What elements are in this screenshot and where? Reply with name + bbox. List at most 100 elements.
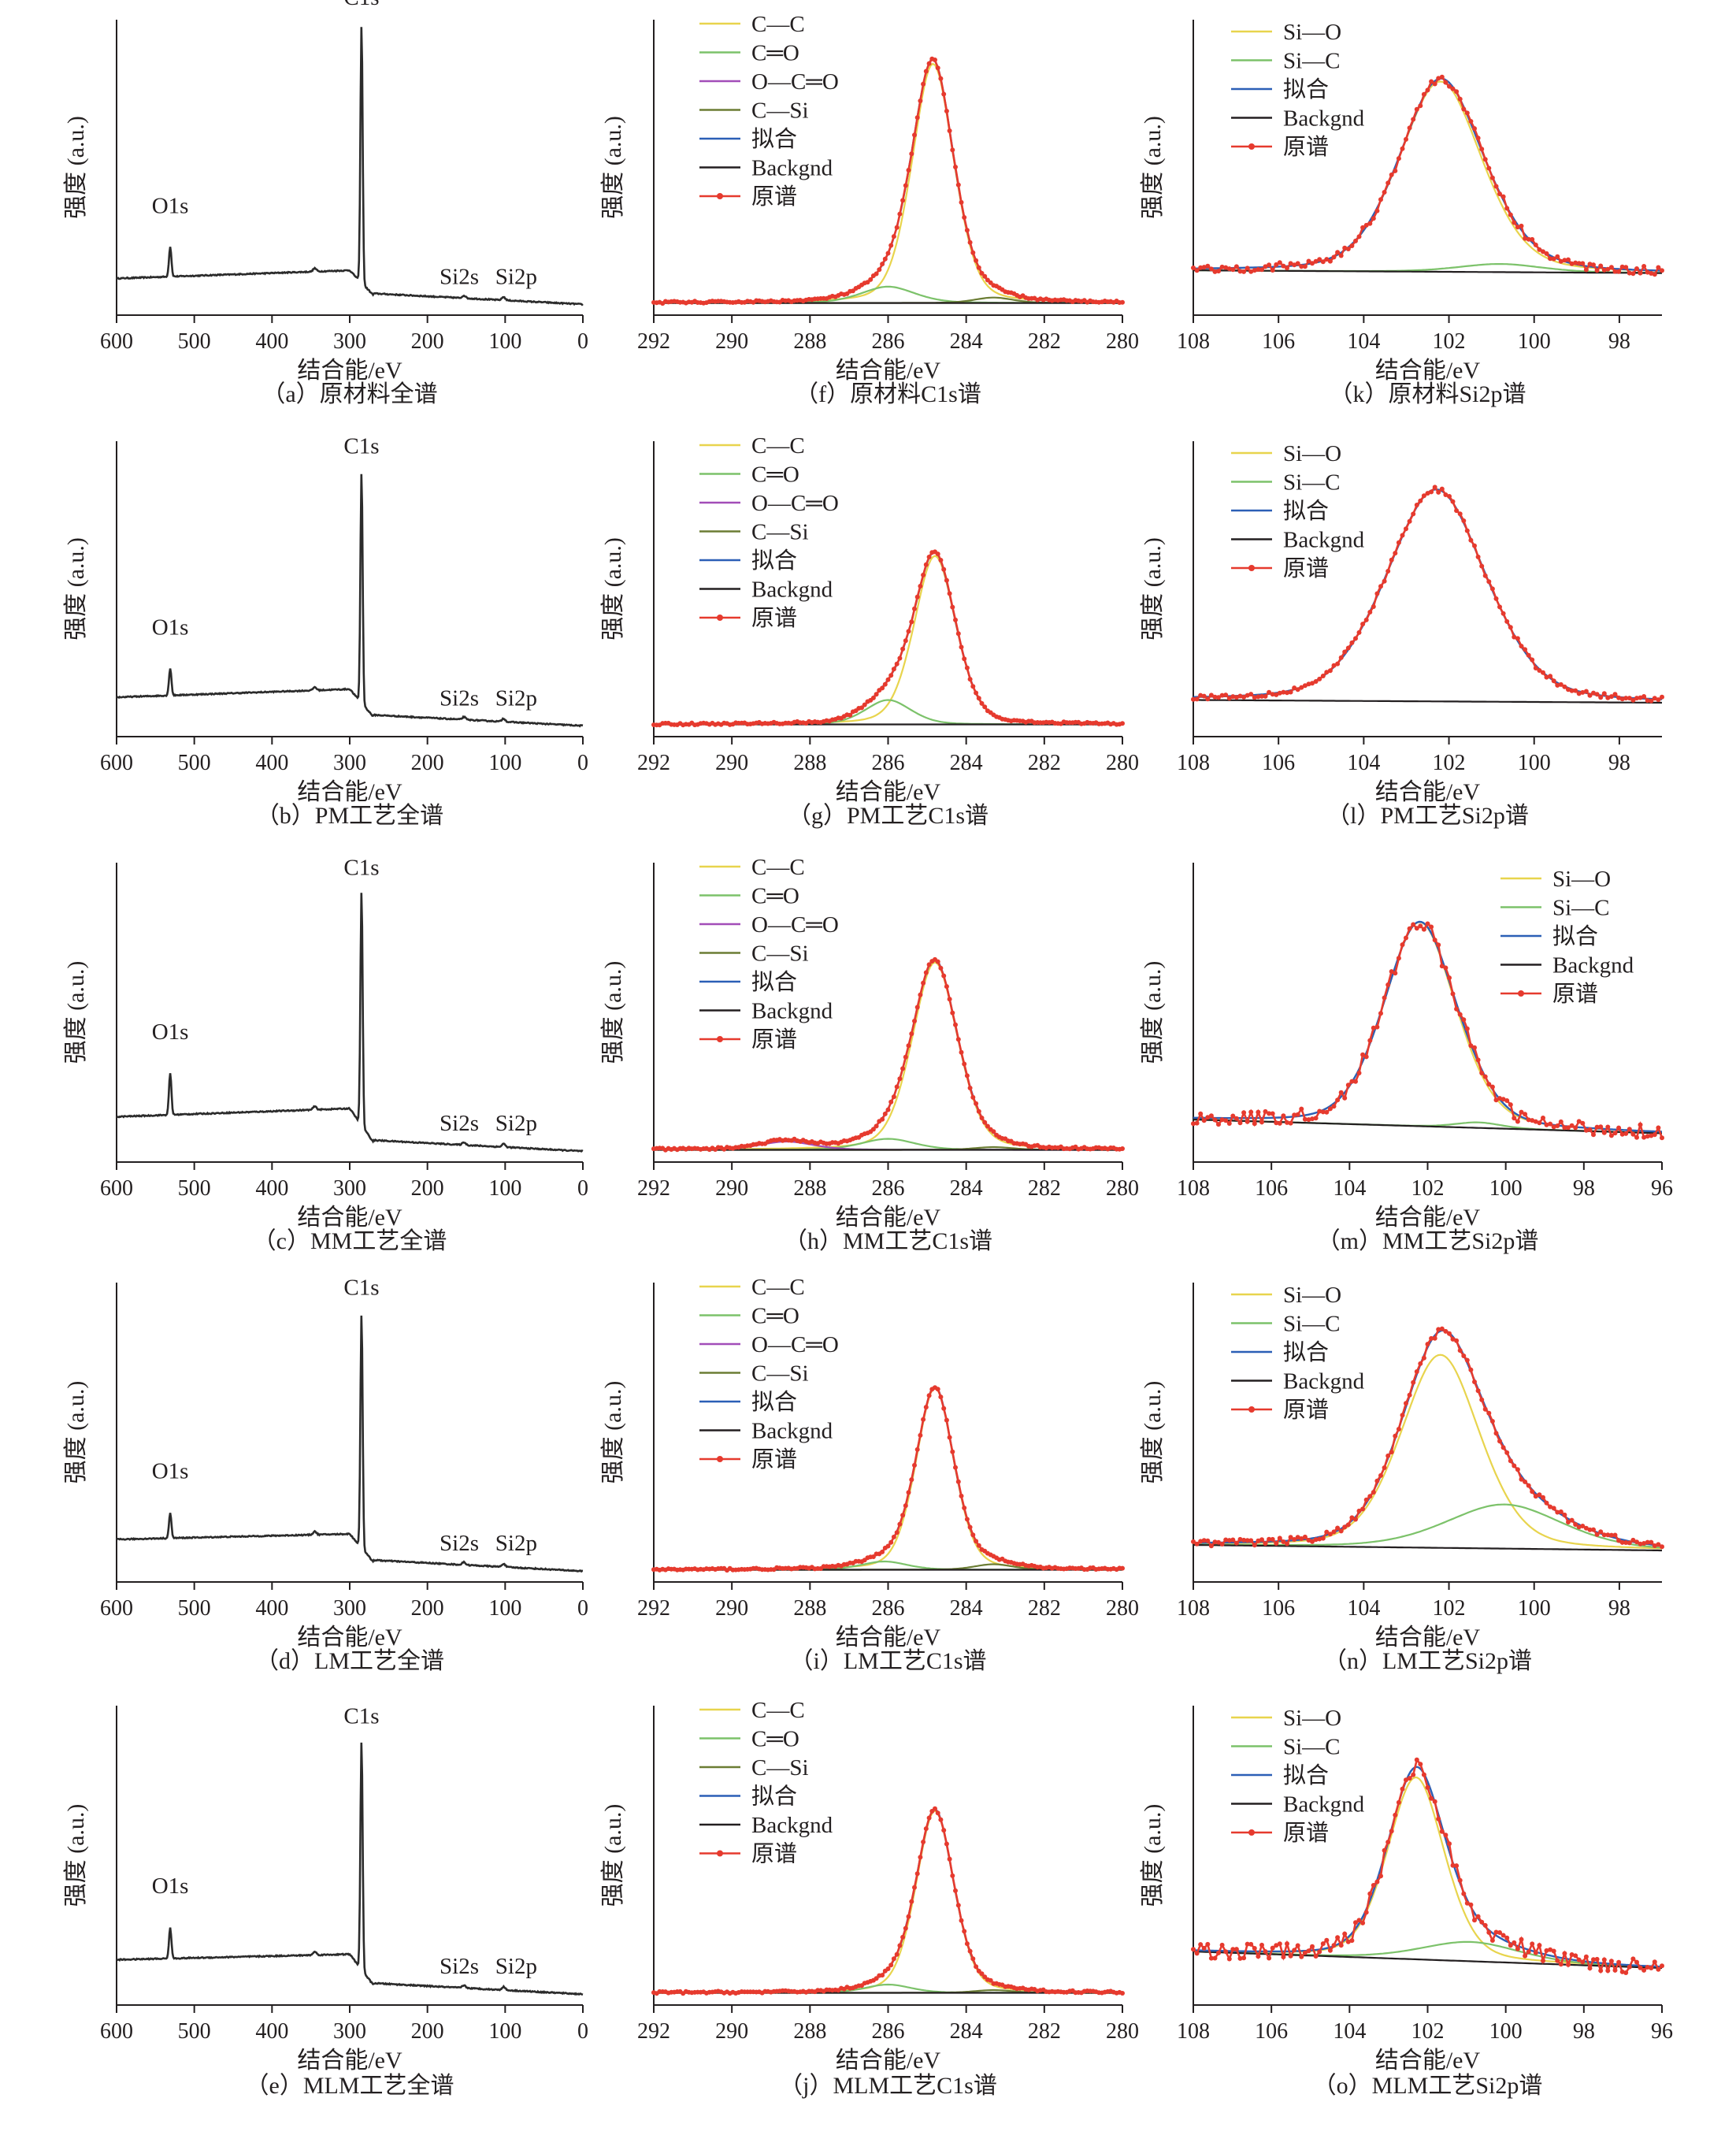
x-axis-label: 结合能/eV — [836, 1625, 941, 1651]
raw-point — [1306, 258, 1311, 264]
raw-point — [926, 555, 932, 559]
raw-point — [1500, 611, 1506, 616]
raw-point — [1569, 1123, 1575, 1128]
raw-point — [1598, 1968, 1604, 1974]
raw-point — [1237, 1120, 1243, 1126]
raw-point — [1566, 257, 1571, 262]
raw-point — [1371, 216, 1376, 221]
raw-point — [1120, 721, 1125, 726]
panel-caption: （j）MLM工艺C1s谱 — [779, 2073, 997, 2099]
raw-point — [1201, 1945, 1207, 1951]
raw-point — [1479, 147, 1485, 152]
raw-point — [1530, 1118, 1535, 1123]
raw-point — [1461, 1891, 1467, 1896]
raw-point — [923, 1405, 929, 1410]
raw-point — [1512, 1940, 1517, 1945]
peak-label: Si2s — [440, 1111, 479, 1136]
panel-caption: （b）PM工艺全谱 — [256, 803, 443, 829]
raw-point — [991, 1129, 996, 1134]
raw-point — [918, 992, 923, 997]
raw-point — [1281, 1955, 1286, 1959]
peak-label: O1s — [152, 1873, 189, 1899]
raw-point — [1439, 964, 1445, 969]
raw-point — [897, 1076, 903, 1082]
raw-point — [1367, 610, 1373, 615]
raw-point — [1216, 1122, 1221, 1127]
raw-spectrum-line — [653, 1386, 1123, 1572]
raw-point — [1396, 1427, 1401, 1431]
raw-point — [955, 1479, 961, 1484]
raw-point — [1363, 1054, 1369, 1060]
raw-point — [1223, 693, 1229, 698]
legend-label: O—C═O — [751, 912, 839, 938]
raw-point — [1378, 584, 1383, 589]
raw-point — [1400, 942, 1405, 948]
x-tick-label: 102 — [1433, 329, 1466, 354]
raw-point — [1605, 1968, 1611, 1974]
x-tick-label: 284 — [950, 329, 983, 354]
legend-label: Si—C — [1283, 49, 1341, 74]
raw-point — [1292, 1948, 1297, 1953]
raw-point — [1548, 674, 1553, 679]
raw-point — [1418, 498, 1423, 503]
raw-point — [1360, 1052, 1366, 1057]
raw-point — [914, 115, 920, 121]
raw-point — [1208, 1113, 1214, 1119]
raw-point — [959, 1493, 964, 1498]
raw-point — [1591, 1957, 1596, 1962]
raw-point — [1418, 1361, 1423, 1366]
raw-point — [921, 1417, 926, 1422]
component-line-c-c — [654, 62, 1123, 304]
raw-point — [1544, 1500, 1549, 1506]
x-tick-label: 102 — [1411, 1176, 1445, 1201]
raw-point — [953, 617, 958, 622]
raw-point — [1594, 268, 1600, 273]
fit-line — [654, 1808, 1122, 1994]
raw-point — [1233, 1540, 1239, 1546]
raw-point — [1404, 1777, 1408, 1783]
raw-point — [1608, 1959, 1614, 1964]
legend-label: C═O — [751, 884, 799, 909]
y-axis-label: 强度 (a.u.) — [600, 1804, 626, 1907]
raw-point — [1245, 1538, 1250, 1543]
legend-label: Si—C — [1283, 470, 1341, 496]
raw-point — [962, 656, 967, 662]
x-tick-label: 288 — [793, 329, 826, 354]
y-axis-label: 强度 (a.u.) — [1140, 116, 1166, 219]
raw-point — [1371, 1025, 1376, 1030]
raw-point — [900, 198, 906, 203]
x-tick-label: 0 — [577, 751, 588, 775]
raw-point — [1533, 1950, 1538, 1955]
raw-point — [1533, 666, 1538, 670]
x-tick-label: 280 — [1106, 329, 1139, 354]
raw-point — [1331, 663, 1337, 668]
y-axis-label: 强度 (a.u.) — [63, 1804, 89, 1907]
x-tick-label: 98 — [1573, 2019, 1595, 2044]
raw-point — [1436, 942, 1441, 948]
legend-label: Backgnd — [1283, 106, 1365, 132]
raw-point — [1302, 264, 1308, 269]
raw-spectrum-line — [653, 1807, 1123, 1995]
raw-point — [1285, 1541, 1289, 1547]
raw-point — [1482, 1922, 1488, 1928]
raw-point — [1573, 1522, 1578, 1527]
chart-f: 292 290 288 286 284 282 280 结合能/eV 强度 (a.u.) （f）原… — [600, 12, 1139, 407]
raw-point — [1400, 1413, 1405, 1418]
x-tick-label: 106 — [1255, 1176, 1288, 1201]
raw-point — [1248, 692, 1254, 697]
raw-point — [1320, 259, 1326, 265]
raw-point — [874, 1976, 879, 1981]
raw-point — [982, 273, 988, 279]
legend-label: Si—C — [1283, 1312, 1341, 1337]
raw-point — [1226, 1538, 1232, 1543]
raw-point — [1400, 1786, 1405, 1792]
raw-point — [1594, 1956, 1600, 1962]
raw-point — [1493, 1929, 1499, 1935]
legend-label: C—C — [751, 1275, 805, 1300]
raw-point — [1497, 1930, 1502, 1935]
raw-point — [1645, 1134, 1650, 1139]
legend-label: C═O — [751, 462, 799, 488]
raw-point — [1576, 1119, 1582, 1124]
raw-point — [1259, 267, 1264, 273]
raw-point — [985, 1123, 990, 1129]
